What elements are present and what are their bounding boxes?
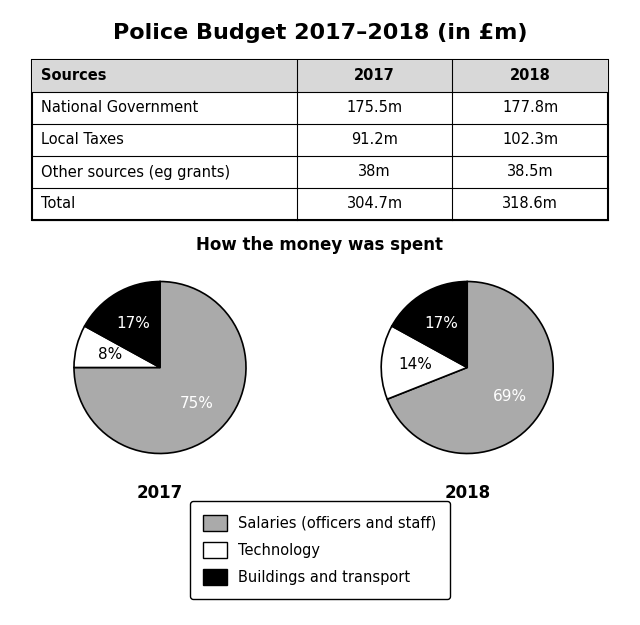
- Text: Other sources (eg grants): Other sources (eg grants): [41, 164, 230, 179]
- Wedge shape: [392, 281, 467, 368]
- Text: Police Budget 2017–2018 (in £m): Police Budget 2017–2018 (in £m): [113, 23, 527, 43]
- Text: How the money was spent: How the money was spent: [196, 236, 444, 254]
- Text: 2018: 2018: [510, 69, 550, 84]
- Text: 2017: 2017: [137, 484, 183, 502]
- Text: 17%: 17%: [424, 316, 458, 331]
- Text: 91.2m: 91.2m: [351, 132, 398, 148]
- Text: 102.3m: 102.3m: [502, 132, 558, 148]
- Wedge shape: [84, 281, 160, 368]
- Text: 38m: 38m: [358, 164, 391, 179]
- Text: 8%: 8%: [98, 347, 122, 362]
- Text: Sources: Sources: [41, 69, 106, 84]
- Wedge shape: [74, 281, 246, 454]
- Text: National Government: National Government: [41, 101, 198, 116]
- Text: 69%: 69%: [493, 389, 527, 404]
- Text: 304.7m: 304.7m: [347, 196, 403, 211]
- Text: 318.6m: 318.6m: [502, 196, 558, 211]
- Text: 14%: 14%: [399, 357, 433, 372]
- Bar: [32, 60, 608, 92]
- Text: 38.5m: 38.5m: [507, 164, 554, 179]
- Text: 177.8m: 177.8m: [502, 101, 558, 116]
- Wedge shape: [381, 326, 467, 399]
- Wedge shape: [387, 281, 553, 454]
- Text: Total: Total: [41, 196, 75, 211]
- Text: 2018: 2018: [444, 484, 490, 502]
- Text: 175.5m: 175.5m: [347, 101, 403, 116]
- Wedge shape: [74, 326, 160, 367]
- Legend: Salaries (officers and staff), Technology, Buildings and transport: Salaries (officers and staff), Technolog…: [190, 501, 450, 599]
- Text: Local Taxes: Local Taxes: [41, 132, 124, 148]
- Text: 17%: 17%: [116, 316, 150, 331]
- Text: 2017: 2017: [355, 69, 395, 84]
- Text: 75%: 75%: [180, 396, 213, 411]
